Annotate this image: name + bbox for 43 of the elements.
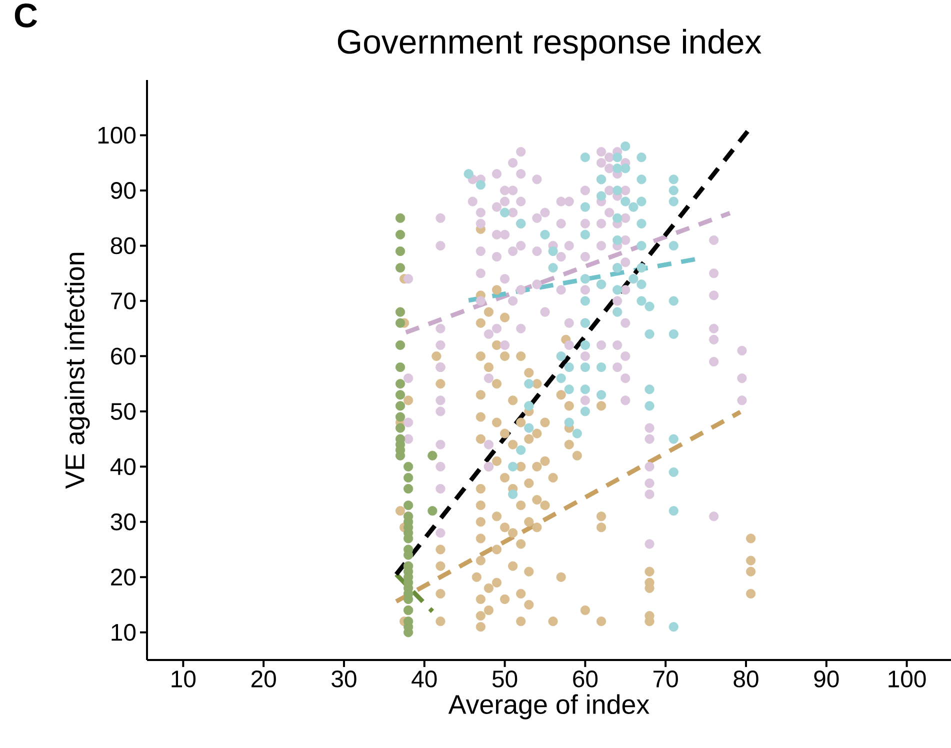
x-tick-label: 60 xyxy=(573,670,598,688)
x-tick-label: 20 xyxy=(251,670,276,688)
x-axis-title: Average of index xyxy=(448,694,650,720)
point xyxy=(395,213,406,223)
y-tick-label: 90 xyxy=(111,182,136,199)
text: C xyxy=(14,3,38,28)
point xyxy=(404,484,414,494)
x-tick-label: 70 xyxy=(654,670,678,688)
y-tick-label: 40 xyxy=(110,458,136,476)
point xyxy=(395,307,406,317)
point xyxy=(404,472,414,482)
y-tick-label: 60 xyxy=(111,348,136,365)
point xyxy=(395,401,406,411)
y-tick-label: 20 xyxy=(111,568,136,586)
chart-title: Government response index xyxy=(338,28,762,60)
point xyxy=(395,378,406,389)
point xyxy=(428,450,438,460)
x-tick-label: 40 xyxy=(412,670,437,688)
point xyxy=(395,262,406,273)
x-tick-label: 10 xyxy=(172,670,196,688)
x-tick-label: 50 xyxy=(492,670,518,688)
point xyxy=(395,362,406,372)
y-tick-label: 30 xyxy=(110,513,136,530)
y-tick-label: 50 xyxy=(110,402,136,420)
y-tick-label: 80 xyxy=(110,237,136,254)
y-tick-label: 100 xyxy=(98,126,136,144)
point xyxy=(395,230,406,240)
point xyxy=(395,246,406,256)
y-axis-title: VE against infection xyxy=(64,252,90,489)
point xyxy=(395,318,406,328)
x-tick-label: 90 xyxy=(814,670,839,688)
point xyxy=(404,500,414,510)
x-tick-label: 100 xyxy=(888,670,926,688)
x-tick-label: 80 xyxy=(734,670,758,688)
y-tick-label: 70 xyxy=(111,292,136,310)
point xyxy=(395,423,406,433)
y-tick-label: 10 xyxy=(112,624,136,641)
point xyxy=(395,390,406,400)
x-tick-label: 30 xyxy=(332,670,356,688)
point xyxy=(395,412,406,422)
point xyxy=(404,462,414,472)
point xyxy=(395,340,406,350)
point xyxy=(428,506,438,516)
